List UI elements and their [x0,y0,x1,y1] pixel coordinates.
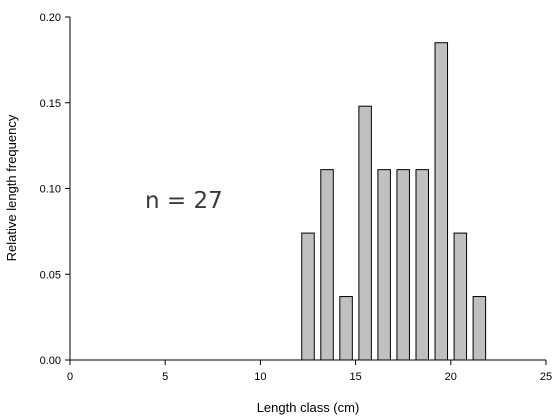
bar [320,169,334,361]
y-axis-label: Relative length frequency [4,114,19,261]
y-tick-label: 0.05 [40,269,61,281]
bars-group [301,42,487,361]
x-axis-label: Length class (cm) [257,400,360,415]
y-tick-label: 0.10 [40,184,61,196]
bar [377,169,391,361]
bar [358,105,372,361]
sample-size-annotation: n = 27 [145,188,223,214]
bar [434,42,449,361]
x-tick-label: 25 [540,371,552,383]
y-tick-label: 0.15 [40,98,61,110]
x-tick-label: 20 [445,371,457,383]
y-tick-label: 0.20 [40,12,61,24]
bar [396,169,410,361]
bar [472,296,487,361]
x-tick-label: 10 [254,371,266,383]
y-ticks-group: 0.00 0.05 0.10 0.15 0.20 [40,12,70,367]
bar [301,232,315,361]
bar [415,169,429,361]
bar [339,296,353,361]
bar [453,232,468,361]
y-tick-label: 0.00 [40,355,61,367]
x-ticks-group: 0 5 10 15 20 25 [67,360,552,383]
x-tick-label: 15 [349,371,361,383]
x-tick-label: 5 [162,371,168,383]
x-tick-label: 0 [67,371,73,383]
